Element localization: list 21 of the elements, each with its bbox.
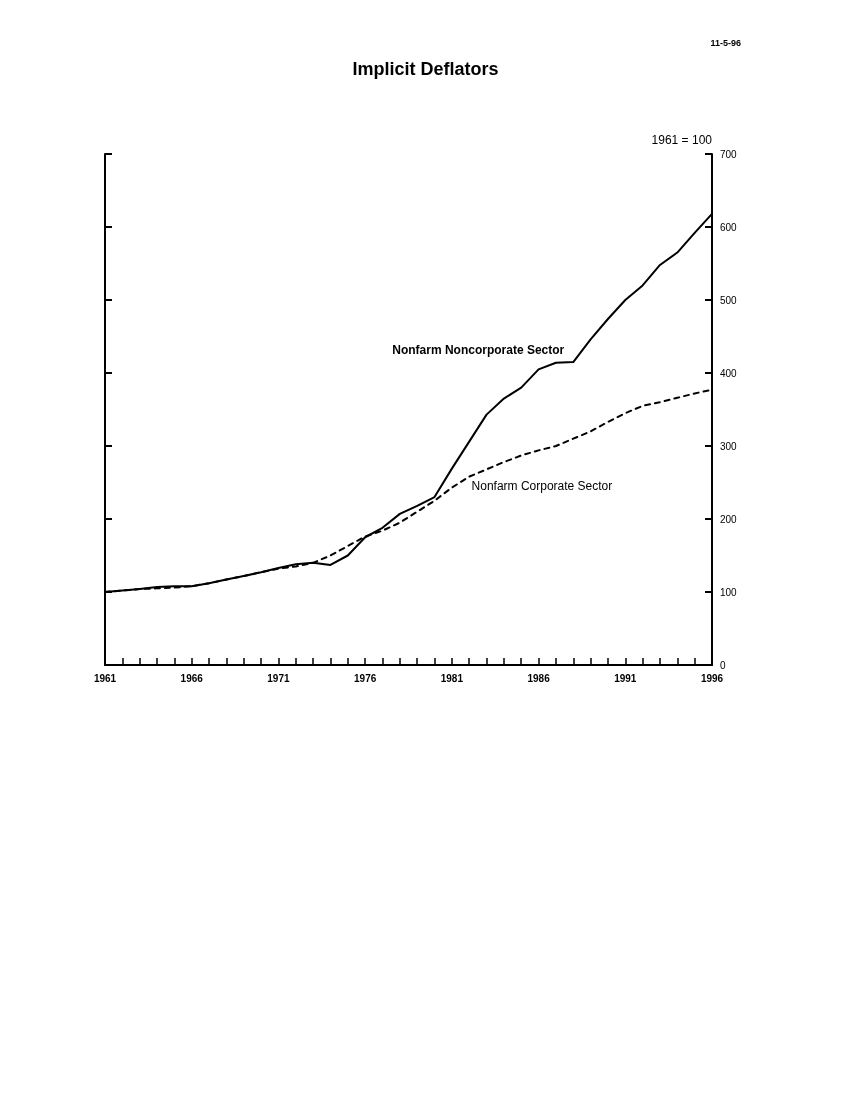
y-tick-label: 700 — [720, 148, 738, 160]
chart-title: Implicit Deflators — [352, 59, 499, 79]
x-tick-label: 1976 — [354, 672, 377, 684]
x-tick-label: 1986 — [527, 672, 551, 684]
x-tick-label: 1961 — [93, 672, 117, 684]
y-tick-label: 300 — [720, 440, 738, 452]
y-tick-label: 400 — [720, 367, 738, 379]
series-label: Nonfarm Noncorporate Sector — [392, 343, 565, 358]
text: 11-5-96 — [710, 37, 742, 48]
x-tick-label: 1981 — [440, 672, 464, 684]
y-tick-label: 200 — [720, 513, 738, 525]
y-tick-label: 500 — [720, 294, 738, 306]
y-tick-label: 100 — [720, 586, 738, 598]
x-tick-label: 1996 — [700, 672, 724, 684]
x-tick-label: 1971 — [267, 672, 290, 684]
y-tick-label: 600 — [720, 221, 738, 233]
x-tick-label: 1991 — [614, 672, 637, 684]
y-tick-label: 0 — [720, 659, 726, 671]
x-tick-label: 1966 — [180, 672, 204, 684]
series-label: Nonfarm Corporate Sector — [471, 479, 613, 493]
y-axis-title: 1961 = 100 — [651, 133, 713, 147]
